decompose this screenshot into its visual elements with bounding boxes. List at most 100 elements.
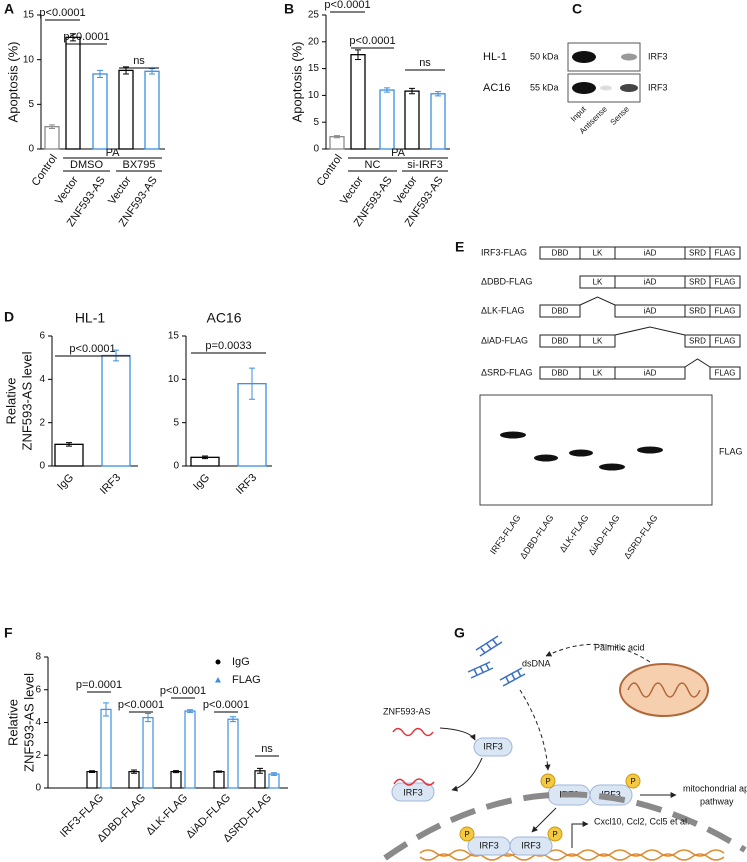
error-bar xyxy=(187,709,193,713)
protein-label: IRF3 xyxy=(648,51,668,61)
bar xyxy=(118,69,134,150)
domain-label: FLAG xyxy=(715,278,736,287)
y-axis-label: ZNF593-AS level xyxy=(21,673,36,772)
irf3-label: IRF3 xyxy=(403,787,423,797)
domain-label: SRD xyxy=(689,278,706,287)
y-tick-label: 20 xyxy=(308,36,320,47)
y-axis-label: Relative xyxy=(3,378,18,425)
band xyxy=(569,449,593,457)
error-bar xyxy=(70,33,76,42)
domain-label: DBD xyxy=(552,307,569,316)
blot-label: FLAG xyxy=(719,446,743,456)
y-tick-label: 6 xyxy=(39,331,45,342)
legend-label: FLAG xyxy=(232,674,261,686)
domain-label: iAD xyxy=(644,369,657,378)
group-label: si-IRF3 xyxy=(407,159,442,171)
dna xyxy=(419,849,725,861)
arrow xyxy=(571,821,589,848)
y-axis-label: Apoptosis (%) xyxy=(289,42,304,123)
domain-label: iAD xyxy=(644,307,657,316)
comparison-label: p<0.0001 xyxy=(160,685,206,697)
error-bar xyxy=(355,49,361,60)
outcome-label: mitochondrial apoptotic xyxy=(683,783,747,793)
bar xyxy=(350,54,366,150)
lane-label: ΔDBD-FLAG xyxy=(518,513,556,561)
band xyxy=(599,463,625,471)
domain xyxy=(709,304,741,318)
lane-label: ΔiAD-FLAG xyxy=(586,513,621,557)
y-tick-label: 15 xyxy=(168,331,180,342)
band xyxy=(500,431,526,439)
irf3-label: IRF3 xyxy=(479,840,499,850)
domain-label: iAD xyxy=(644,249,657,258)
y-tick-label: 2 xyxy=(39,417,45,428)
protein-label: IRF3 xyxy=(648,82,668,92)
domain-label: DBD xyxy=(552,249,569,258)
bar xyxy=(44,126,60,150)
domain xyxy=(709,334,741,348)
x-tick-label: Vector xyxy=(53,174,81,207)
domain-label: SRD xyxy=(689,307,706,316)
lane-label: ΔLK-FLAG xyxy=(557,513,590,554)
chart-title: AC16 xyxy=(206,310,241,326)
phosphate xyxy=(625,773,641,789)
construct-label: ΔSRD-FLAG xyxy=(481,367,533,377)
group-label: PA xyxy=(391,147,406,159)
panel-letter: B xyxy=(284,1,294,17)
comparison-label: p<0.0001 xyxy=(324,0,370,11)
comparison-label: ns xyxy=(419,57,431,69)
lncrna-label: ZNF593-AS xyxy=(383,706,431,716)
y-tick-label: 0 xyxy=(28,144,34,155)
bar xyxy=(54,443,84,467)
y-tick-label: 0 xyxy=(313,144,319,155)
bar xyxy=(213,771,225,789)
deletion xyxy=(684,358,711,368)
y-tick-label: 8 xyxy=(35,652,41,663)
x-tick-label: IRF3 xyxy=(98,472,123,497)
x-tick-label: Control xyxy=(315,153,345,189)
bar xyxy=(128,771,140,789)
y-tick-label: 5 xyxy=(173,417,179,428)
arrow xyxy=(531,807,557,833)
comparison-label: p<0.0001 xyxy=(69,343,115,355)
phosphate-label: P xyxy=(552,830,557,839)
phosphate-label: P xyxy=(630,777,635,786)
deletion xyxy=(614,326,686,336)
domain-label: FLAG xyxy=(715,249,736,258)
comparison-label: p<0.0001 xyxy=(118,699,164,711)
error-bar xyxy=(173,770,179,774)
y-tick-label: 0 xyxy=(39,461,45,472)
group-label: PA xyxy=(106,147,121,159)
error-bar xyxy=(216,770,222,773)
lncrna xyxy=(392,727,434,737)
palmitic-acid-label: Palmitic acid xyxy=(594,642,645,652)
y-tick-label: 15 xyxy=(23,10,35,21)
y-axis-label: ZNF593-AS level xyxy=(19,351,34,450)
bar xyxy=(184,710,196,789)
error-bar xyxy=(66,442,72,447)
size-label: 50 kDa xyxy=(530,51,559,61)
domain xyxy=(709,275,741,289)
bar xyxy=(144,70,160,150)
domain-label: FLAG xyxy=(715,307,736,316)
phosphate xyxy=(540,773,556,789)
bar xyxy=(100,708,112,789)
domain xyxy=(709,366,741,380)
error-bar xyxy=(97,69,103,79)
dsdna-icons xyxy=(467,635,526,687)
diagram-g: G dsDNA Palmitic acid ZNF593-AS IRF3 IRF… xyxy=(383,625,747,861)
outcome-label: pathway xyxy=(700,796,734,806)
y-tick-label: 15 xyxy=(308,63,320,74)
group-label: DMSO xyxy=(70,159,103,171)
phosphate-label: P xyxy=(464,830,469,839)
bar xyxy=(142,716,154,789)
y-tick-label: 25 xyxy=(308,10,320,21)
bar xyxy=(379,89,395,150)
comparison-label: p=0.0033 xyxy=(205,340,251,352)
y-tick-label: 6 xyxy=(35,684,41,695)
domain-label: LK xyxy=(593,278,603,287)
x-tick-label: IgG xyxy=(191,472,212,493)
chart-title: HL-1 xyxy=(75,310,106,326)
